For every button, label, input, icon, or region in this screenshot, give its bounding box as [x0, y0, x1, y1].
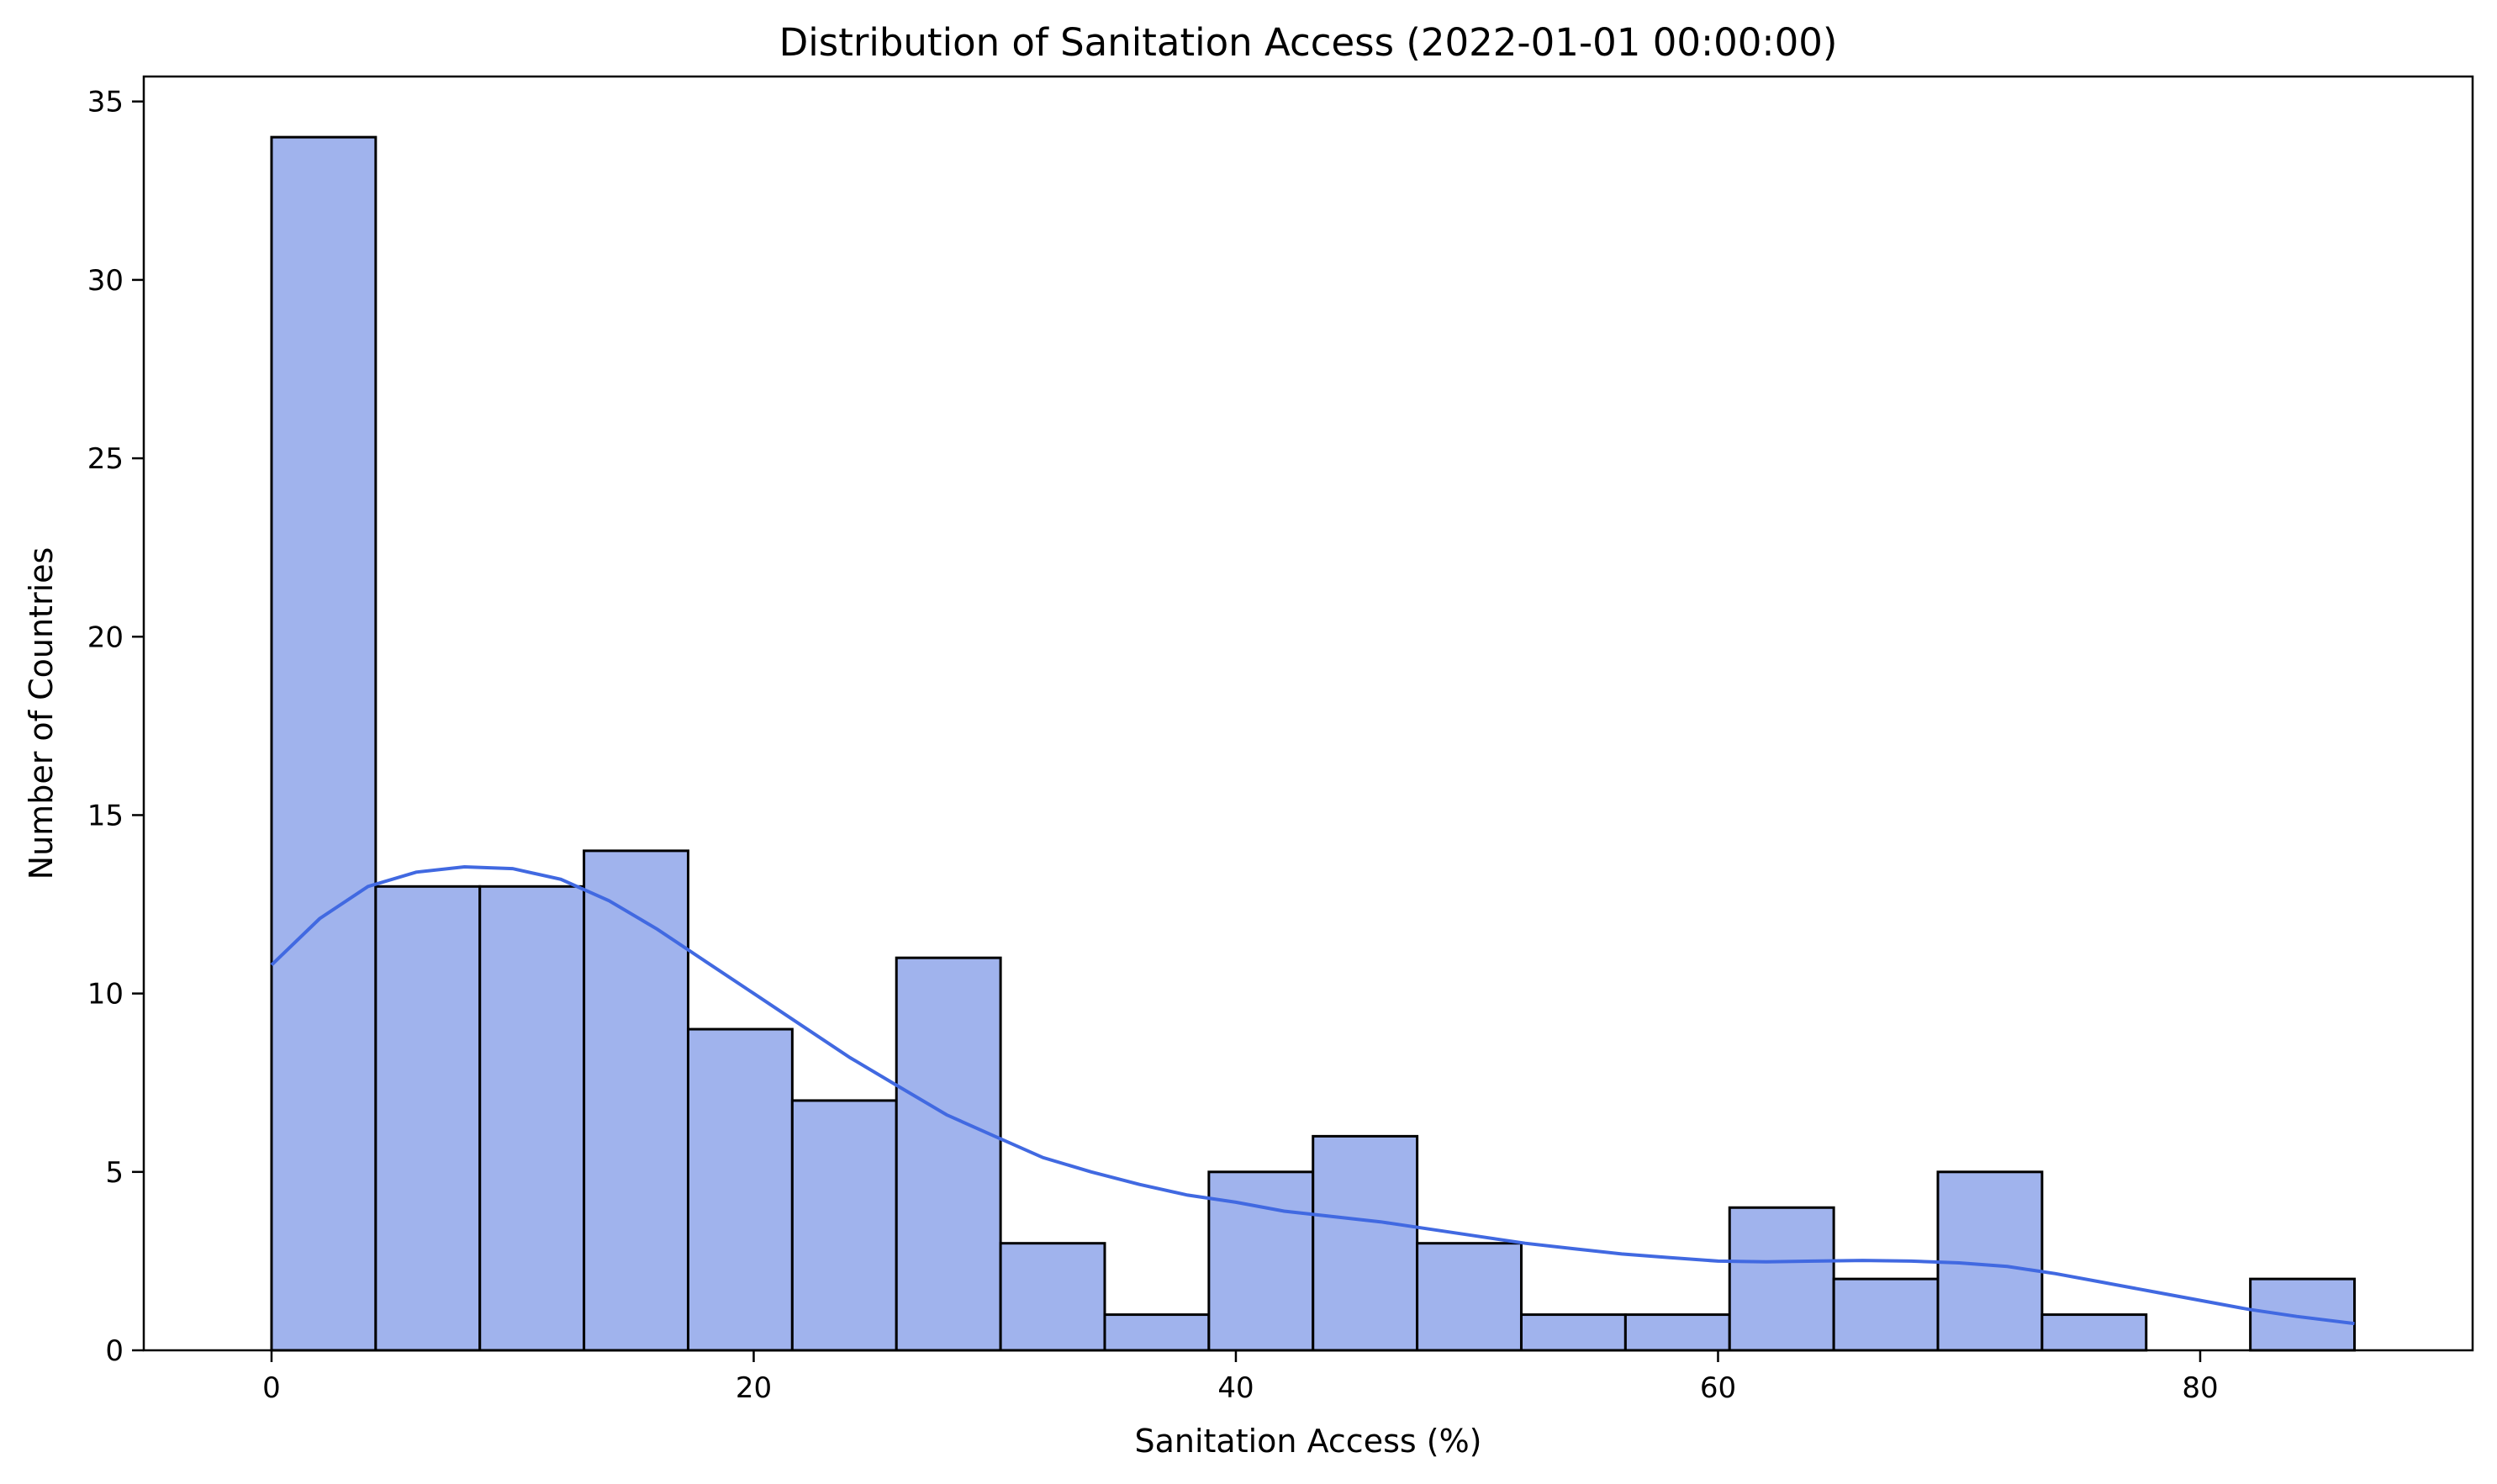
chart-title: Distribution of Sanitation Access (2022-…: [779, 20, 1838, 65]
histogram-bar: [1103, 1313, 1211, 1352]
y-tick-label: 20: [87, 621, 124, 654]
histogram-bar: [1623, 1313, 1731, 1352]
y-tick-label: 0: [105, 1334, 124, 1368]
histogram-bar: [1519, 1313, 1627, 1352]
histogram-bar: [895, 956, 1002, 1352]
y-axis-ticks: 0 5 10 15 20 25 30 35: [87, 86, 144, 1368]
y-tick-label: 30: [87, 264, 124, 298]
histogram-bar: [1312, 1134, 1419, 1352]
histogram-bar: [270, 135, 377, 1352]
x-tick-label: 0: [262, 1371, 281, 1405]
y-axis-label: Number of Countries: [23, 547, 60, 880]
histogram-bar: [790, 1099, 898, 1352]
histogram-bar: [1728, 1206, 1835, 1352]
x-axis-ticks: 0 20 40 60 80: [262, 1350, 2219, 1405]
y-tick-label: 35: [87, 86, 124, 119]
y-tick-label: 15: [87, 799, 124, 832]
x-tick-label: 20: [736, 1371, 772, 1405]
x-axis-label: Sanitation Access (%): [1134, 1423, 1481, 1460]
histogram-bar: [2249, 1277, 2356, 1352]
bars-layer: [270, 135, 2356, 1352]
histogram-bar: [999, 1242, 1106, 1352]
y-tick-label: 5: [105, 1156, 124, 1190]
plot-frame: [142, 75, 2474, 1352]
histogram-bar: [686, 1027, 794, 1352]
y-tick-label: 25: [87, 442, 124, 476]
histogram-bar: [2040, 1313, 2148, 1352]
histogram-bar: [1207, 1170, 1315, 1352]
y-tick-label: 10: [87, 978, 124, 1011]
x-tick-label: 40: [1217, 1371, 1254, 1405]
x-tick-label: 80: [2182, 1371, 2218, 1405]
histogram-bar: [583, 849, 689, 1352]
histogram-bar: [374, 885, 482, 1352]
x-tick-label: 60: [1700, 1371, 1736, 1405]
histogram-bar: [1832, 1277, 1940, 1352]
histogram-bar: [1416, 1242, 1523, 1352]
kde-curve: [270, 864, 2355, 1326]
histogram-bar: [478, 885, 586, 1352]
